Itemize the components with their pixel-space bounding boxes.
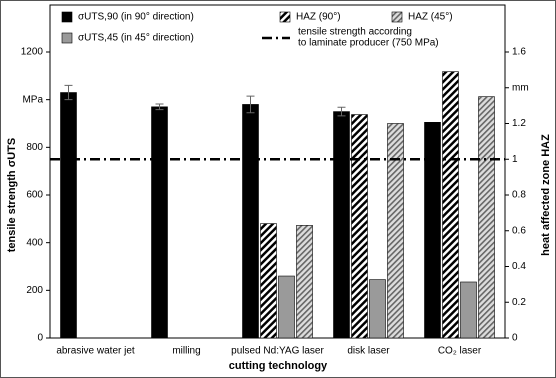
legend-label: σUTS,90 (in 90° direction) <box>78 12 194 23</box>
bar <box>60 92 77 339</box>
y-tick-label: 800 <box>26 142 43 153</box>
x-tick-label: disk laser <box>347 346 390 357</box>
error-bar <box>246 95 255 114</box>
y2-tick-label: 1.6 <box>512 47 526 58</box>
bar <box>151 106 168 339</box>
legend-label: to laminate producer (750 MPa) <box>298 38 439 49</box>
legend-swatch <box>279 11 291 23</box>
x-tick-label: abrasive water jet <box>56 346 135 357</box>
x-tick-label: milling <box>172 346 200 357</box>
bar <box>278 275 295 339</box>
bar <box>387 123 404 339</box>
y2-tick-label: mm <box>512 82 529 93</box>
y2-tick-label: 0.8 <box>512 190 526 201</box>
x-tick-label: CO₂ laser <box>438 346 482 357</box>
error-bar <box>64 84 73 101</box>
bar <box>424 122 441 339</box>
y2-tick-label: 0.2 <box>512 297 526 308</box>
error-bar <box>337 106 346 117</box>
x-axis-label: cutting technology <box>229 360 328 372</box>
legend-swatch <box>391 11 403 23</box>
bar <box>260 223 277 339</box>
y-tick-label: 0 <box>37 333 43 344</box>
y2-axis-label: heat affected zone HAZ <box>540 134 552 256</box>
y2-tick-label: 1.2 <box>512 118 526 129</box>
bar <box>296 225 313 339</box>
bar <box>442 71 459 339</box>
legend-label: HAZ (45°) <box>408 12 453 23</box>
bar <box>460 281 477 339</box>
y-tick-label: 1200 <box>21 47 44 58</box>
bar <box>333 111 350 339</box>
y-tick-label: 200 <box>26 285 43 296</box>
x-tick-label: pulsed Nd:YAG laser <box>231 346 324 357</box>
bar <box>242 104 259 339</box>
plot-frame <box>49 4 506 339</box>
bar <box>478 96 495 339</box>
bar <box>369 279 386 339</box>
legend-label: tensile strength according <box>298 27 412 38</box>
y2-tick-label: 0.4 <box>512 261 526 272</box>
y2-tick-label: 1 <box>512 154 518 165</box>
legend-label: HAZ (90°) <box>296 12 341 23</box>
bar <box>351 114 368 339</box>
legend-swatch <box>61 11 73 23</box>
error-bar <box>155 103 164 111</box>
y-axis-label: tensile strength σUTS <box>6 138 18 253</box>
y-tick-label: 400 <box>26 237 43 248</box>
legend-swatch <box>61 32 73 44</box>
y-tick-label: 600 <box>26 190 43 201</box>
y2-tick-label: 0 <box>512 333 518 344</box>
y-tick-label: MPa <box>22 94 43 105</box>
legend-label: σUTS,45 (in 45° direction) <box>78 33 194 44</box>
y2-tick-label: 0.6 <box>512 225 526 236</box>
